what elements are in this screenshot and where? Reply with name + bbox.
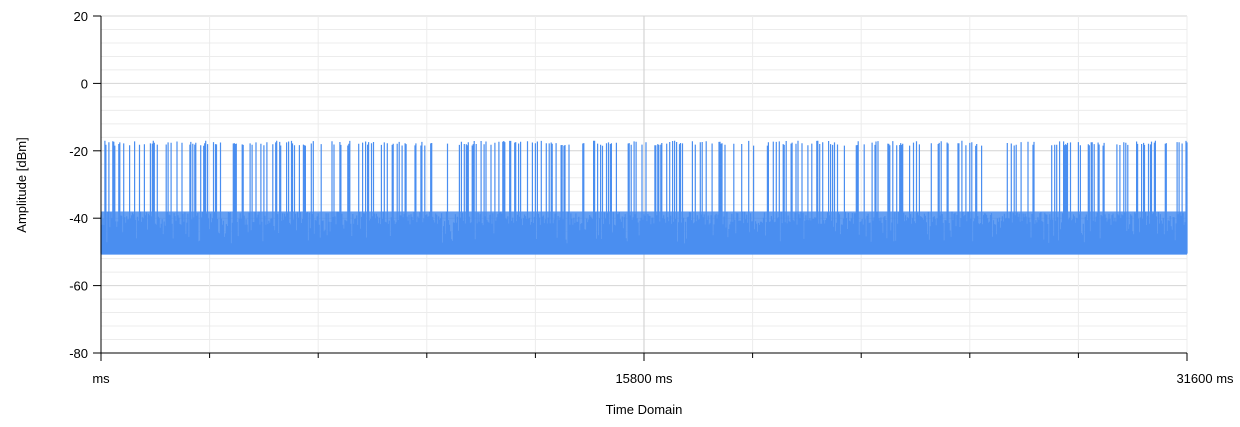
series-amplitude bbox=[100, 140, 1188, 255]
tick-labels: 20 0 -20 -40 -60 -80 ms 15800 ms 31600 ms bbox=[69, 9, 1234, 386]
grid bbox=[100, 15, 1188, 354]
y-tick-label: -60 bbox=[69, 279, 88, 294]
y-tick-label: 0 bbox=[81, 76, 88, 91]
x-axis-label: Time Domain bbox=[606, 402, 683, 417]
x-tick-label: 15800 ms bbox=[615, 371, 673, 386]
y-axis-label: Amplitude [dBm] bbox=[14, 137, 29, 232]
x-tick-label: 31600 ms bbox=[1176, 371, 1234, 386]
axes bbox=[93, 15, 1188, 361]
y-tick-label: -20 bbox=[69, 144, 88, 159]
series-band bbox=[101, 211, 1187, 254]
y-tick-label: 20 bbox=[74, 9, 88, 24]
y-tick-label: -40 bbox=[69, 211, 88, 226]
y-tick-label: -80 bbox=[69, 346, 88, 361]
x-tick-label: ms bbox=[92, 371, 110, 386]
